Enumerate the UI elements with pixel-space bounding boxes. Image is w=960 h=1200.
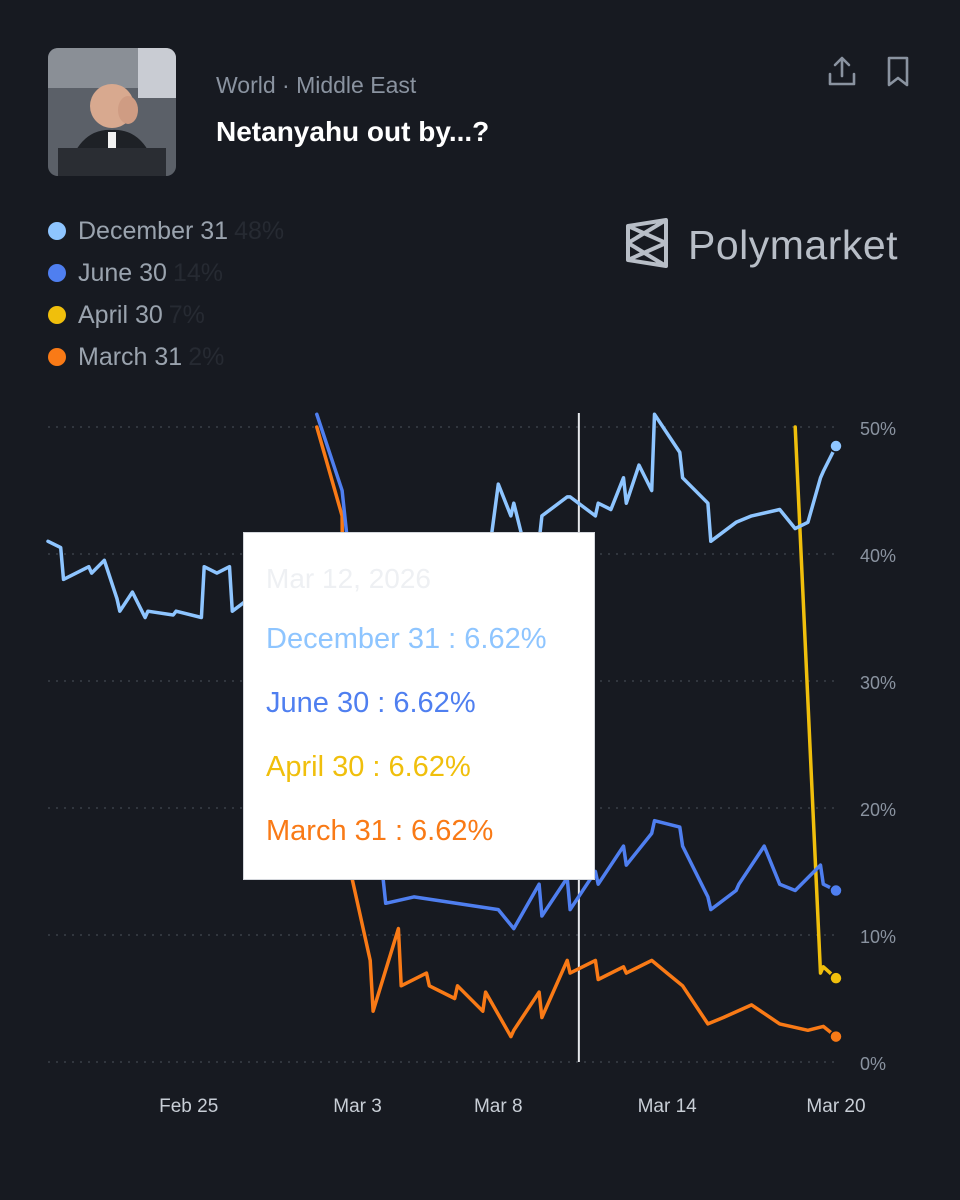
legend-item[interactable]: March 31 2% bbox=[48, 336, 284, 378]
legend-value: 2% bbox=[188, 342, 225, 371]
x-tick-label: Feb 25 bbox=[159, 1096, 218, 1117]
bookmark-icon[interactable] bbox=[878, 52, 918, 92]
series-line[interactable] bbox=[46, 412, 838, 620]
tooltip-date: Mar 12, 2026 bbox=[266, 563, 431, 594]
series-endpoint[interactable] bbox=[829, 971, 843, 985]
series-line[interactable] bbox=[315, 412, 838, 931]
header-actions bbox=[822, 52, 918, 92]
legend-dot bbox=[48, 264, 66, 282]
tooltip-row: April 30 : 6.62% bbox=[266, 751, 471, 783]
y-tick-label: 30% bbox=[860, 673, 896, 693]
chart-legend: December 31 48% June 30 14% April 30 7% … bbox=[48, 210, 284, 378]
x-tick-label: Mar 14 bbox=[638, 1096, 698, 1117]
market-title: Netanyahu out by...? bbox=[216, 116, 490, 147]
series-line[interactable] bbox=[315, 425, 838, 1039]
legend-label: June 30 bbox=[78, 258, 167, 287]
legend-value: 48% bbox=[234, 216, 285, 245]
legend-dot bbox=[48, 348, 66, 366]
market-category[interactable]: World · Middle East bbox=[216, 72, 417, 98]
legend-label: April 30 bbox=[78, 300, 163, 329]
legend-value: 7% bbox=[168, 300, 205, 329]
legend-item[interactable]: June 30 14% bbox=[48, 252, 284, 294]
polymarket-logo-icon bbox=[624, 218, 670, 273]
legend-value: 14% bbox=[172, 258, 224, 287]
series-endpoint[interactable] bbox=[829, 883, 843, 898]
y-tick-label: 40% bbox=[860, 546, 896, 566]
y-tick-label: 10% bbox=[860, 927, 896, 947]
series-endpoint[interactable] bbox=[829, 1029, 843, 1044]
tooltip-row: June 30 : 6.62% bbox=[266, 687, 476, 719]
x-tick-label: Mar 8 bbox=[474, 1096, 523, 1117]
y-tick-label: 0% bbox=[860, 1054, 886, 1074]
legend-item[interactable]: December 31 48% bbox=[48, 210, 284, 252]
series-line[interactable] bbox=[793, 425, 838, 980]
series-endpoint[interactable] bbox=[829, 439, 843, 453]
share-icon[interactable] bbox=[822, 52, 862, 92]
market-thumbnail bbox=[48, 48, 176, 176]
legend-item[interactable]: April 30 7% bbox=[48, 294, 284, 336]
tooltip-row: March 31 : 6.62% bbox=[266, 815, 494, 847]
legend-label: March 31 bbox=[78, 342, 183, 371]
legend-dot bbox=[48, 306, 66, 324]
market-photo-icon bbox=[48, 48, 176, 176]
legend-label: December 31 bbox=[78, 216, 229, 245]
chart-tooltip: Mar 12, 2026 December 31 : 6.62% June 30… bbox=[243, 532, 595, 880]
brand-name: Polymarket bbox=[688, 222, 899, 268]
probability-chart[interactable]: 50% 40% 30% 20% 10% 0% Feb 25 Mar 3 Mar 8 Mar 14 M… bbox=[0, 400, 960, 1140]
legend-dot bbox=[48, 222, 66, 240]
y-tick-label: 50% bbox=[860, 419, 896, 439]
x-tick-label: Mar 20 bbox=[806, 1096, 865, 1117]
y-tick-label: 20% bbox=[860, 800, 896, 820]
x-tick-label: Mar 3 bbox=[333, 1096, 382, 1117]
polymarket-brand: Polymarket bbox=[624, 218, 898, 273]
tooltip-row: December 31 : 6.62% bbox=[266, 623, 547, 655]
